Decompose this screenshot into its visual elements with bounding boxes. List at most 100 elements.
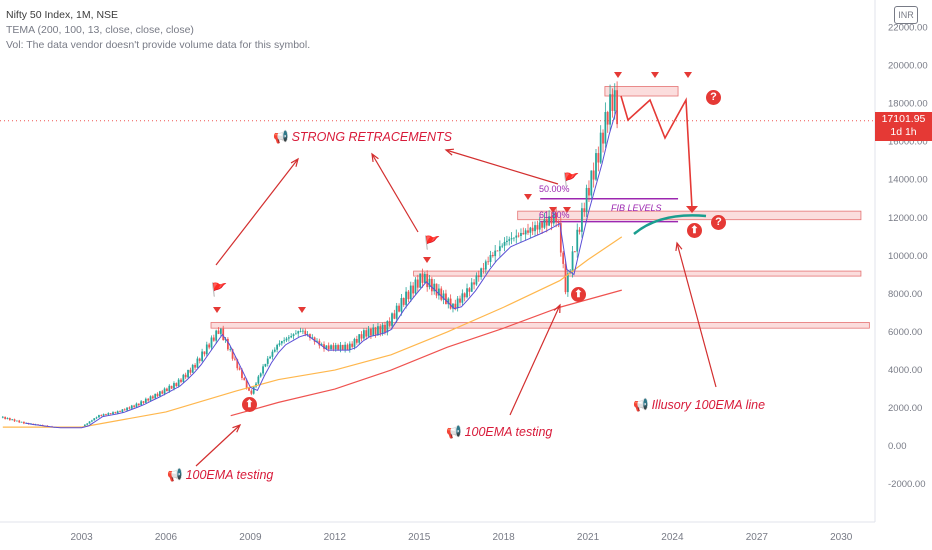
candle-body bbox=[177, 379, 180, 387]
x-tick-label: 2027 bbox=[746, 532, 769, 543]
tema-13-line bbox=[25, 110, 617, 429]
candle-body bbox=[391, 313, 393, 326]
candle-body bbox=[566, 273, 569, 293]
candle-body bbox=[337, 345, 339, 350]
x-tick-label: 2030 bbox=[830, 532, 853, 543]
candle-body bbox=[616, 90, 618, 125]
candle-body bbox=[182, 374, 185, 382]
candle-body bbox=[341, 344, 344, 350]
candle-body bbox=[503, 241, 506, 246]
candle-body bbox=[168, 385, 171, 392]
megaphone-icon: 📢 bbox=[273, 130, 289, 144]
candle-body bbox=[135, 403, 138, 407]
candle-body bbox=[20, 421, 23, 423]
x-tick-label: 2006 bbox=[155, 532, 178, 543]
fib-618-label: 61.80% bbox=[539, 210, 570, 220]
candle-body bbox=[189, 369, 192, 373]
candle-body bbox=[557, 221, 560, 224]
candle-body bbox=[297, 331, 300, 334]
candle-body bbox=[496, 250, 499, 252]
candle-body bbox=[421, 273, 424, 283]
candle-body bbox=[550, 216, 553, 224]
candle-body bbox=[257, 376, 260, 384]
y-tick-label: 8000.00 bbox=[888, 289, 922, 300]
candle-body bbox=[388, 321, 391, 326]
candle-body bbox=[231, 349, 234, 359]
y-tick-label: 14000.00 bbox=[888, 175, 928, 186]
candle-body bbox=[339, 344, 342, 350]
volume-note: Vol: The data vendor doesn't provide vol… bbox=[6, 39, 311, 51]
candle-body bbox=[498, 246, 501, 251]
up-arrow-icon: ⬆ bbox=[687, 223, 702, 238]
candle-body bbox=[266, 358, 269, 364]
candle-body bbox=[278, 343, 281, 345]
fib-50-label: 50.00% bbox=[539, 184, 570, 194]
candle-body bbox=[313, 337, 316, 342]
currency-badge[interactable]: INR bbox=[894, 6, 918, 24]
candle-body bbox=[280, 341, 283, 344]
candle-body bbox=[611, 94, 614, 111]
candle-body bbox=[520, 232, 522, 236]
candle-body bbox=[595, 153, 597, 180]
y-tick-label: -2000.00 bbox=[888, 479, 926, 490]
candle-body bbox=[271, 351, 274, 357]
candle-body bbox=[348, 343, 351, 350]
candle-body bbox=[306, 334, 309, 335]
megaphone-icon: 📢 bbox=[446, 425, 462, 439]
candle-body bbox=[412, 285, 415, 294]
candle-body bbox=[604, 112, 607, 144]
candle-body bbox=[370, 328, 372, 336]
candle-body bbox=[484, 261, 487, 270]
candle-body bbox=[219, 328, 222, 334]
candle-body bbox=[602, 132, 604, 144]
chart-legend: Nifty 50 Index, 1M, NSE TEMA (200, 100, … bbox=[6, 8, 310, 53]
annotation-ema-testing-2: 📢 100EMA testing bbox=[446, 425, 552, 440]
candle-body bbox=[252, 386, 255, 394]
symbol-title[interactable]: Nifty 50 Index, 1M, NSE bbox=[6, 9, 119, 21]
candle-body bbox=[334, 345, 337, 350]
candle-body bbox=[534, 225, 536, 232]
candle-body bbox=[302, 330, 304, 332]
candle-body bbox=[463, 293, 466, 298]
peak-marker-icon bbox=[614, 72, 622, 78]
candle-body bbox=[173, 383, 175, 389]
candle-body bbox=[116, 411, 119, 414]
candle-body bbox=[592, 170, 595, 180]
candle-body bbox=[98, 415, 100, 418]
candle-body bbox=[344, 344, 347, 350]
candle-body bbox=[447, 298, 450, 305]
candle-body bbox=[276, 344, 279, 350]
candle-body bbox=[210, 337, 213, 348]
candle-body bbox=[130, 405, 133, 409]
candle-body bbox=[606, 112, 609, 125]
arrow-illusory bbox=[676, 242, 717, 388]
candle-body bbox=[374, 327, 377, 335]
candle-body bbox=[555, 213, 558, 222]
candle-body bbox=[126, 407, 128, 411]
candle-body bbox=[346, 344, 349, 350]
candle-body bbox=[440, 288, 443, 300]
question-icon: ? bbox=[711, 215, 726, 230]
candle-body bbox=[543, 219, 546, 228]
candle-body bbox=[377, 326, 379, 335]
candle-body bbox=[599, 132, 602, 163]
candle-body bbox=[536, 225, 539, 230]
annotation-illusory-ema: 📢 Illusory 100EMA line bbox=[633, 398, 765, 413]
candle-body bbox=[559, 223, 562, 253]
candle-body bbox=[351, 343, 354, 347]
candle-body bbox=[548, 216, 551, 226]
candle-body bbox=[573, 251, 576, 253]
candle-body bbox=[459, 298, 461, 303]
candle-body bbox=[510, 238, 513, 240]
candle-body bbox=[226, 338, 229, 350]
candle-body bbox=[480, 268, 483, 278]
candle-body bbox=[395, 305, 398, 319]
candle-body bbox=[468, 288, 471, 292]
candle-body bbox=[384, 324, 386, 333]
x-tick-label: 2021 bbox=[577, 532, 600, 543]
candle-body bbox=[475, 275, 478, 285]
candle-body bbox=[491, 254, 494, 257]
indicator-label[interactable]: TEMA (200, 100, 13, close, close, close) bbox=[6, 24, 194, 36]
candle-body bbox=[466, 288, 468, 298]
